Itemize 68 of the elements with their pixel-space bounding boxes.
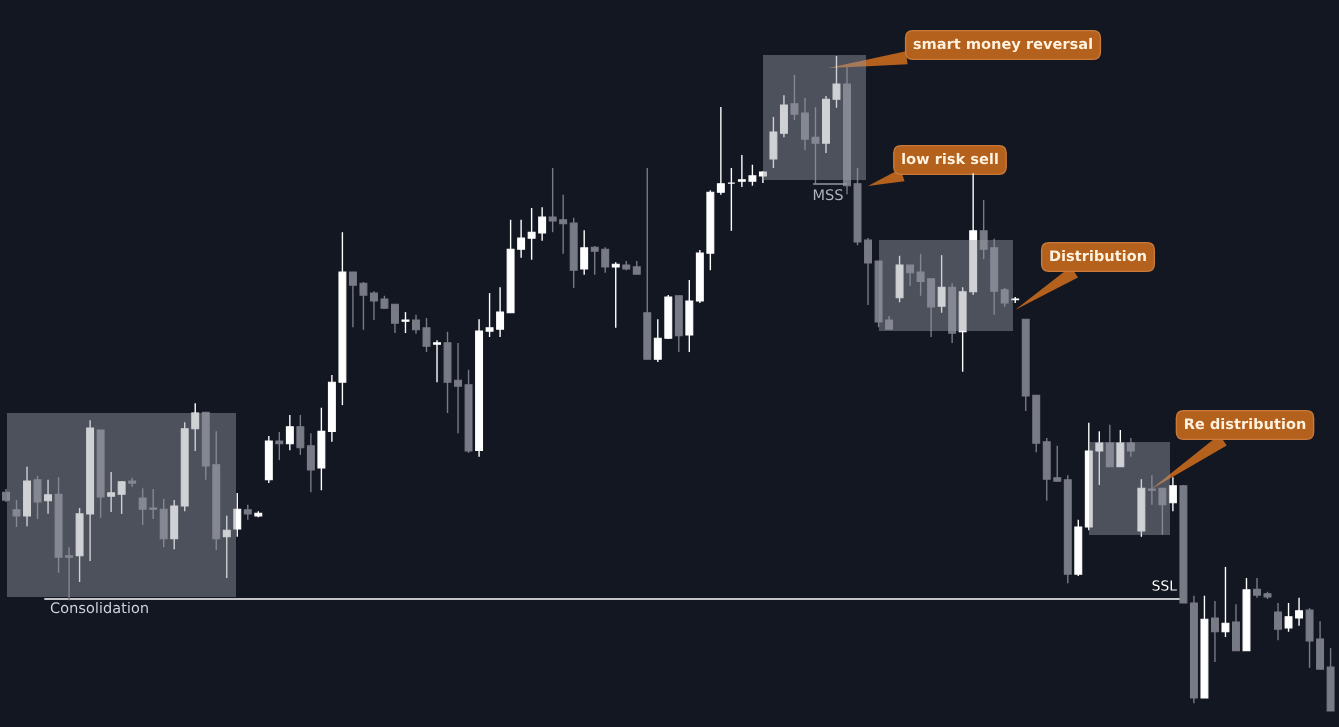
candlestick [601, 246, 610, 274]
candlestick [296, 414, 305, 456]
candlestick [748, 164, 757, 187]
annotation: Consolidation [50, 601, 148, 614]
candlestick [590, 245, 599, 276]
candlestick [149, 488, 158, 520]
annotation: Distribution [1050, 249, 1146, 262]
candlestick [790, 74, 799, 121]
candlestick [44, 479, 53, 515]
candlestick [359, 281, 368, 331]
candlestick [864, 237, 873, 306]
candlestick [1053, 445, 1062, 483]
candlestick [1126, 437, 1135, 458]
candlestick [1221, 566, 1230, 638]
candlestick [65, 546, 74, 602]
candlestick [653, 318, 662, 363]
candlestick [916, 253, 925, 297]
candlestick [716, 106, 725, 196]
candlestick [1295, 597, 1304, 627]
candlestick [1000, 287, 1009, 308]
candlestick [485, 292, 494, 338]
candlestick [727, 167, 736, 232]
candlestick [107, 471, 116, 513]
text: smart money reversal [913, 37, 1092, 53]
candlestick [348, 271, 357, 328]
candlestick [1274, 602, 1282, 641]
candlestick [191, 402, 200, 452]
candlestick [233, 492, 242, 538]
candlestick [33, 475, 42, 520]
candlestick [1210, 600, 1219, 663]
candlestick [1116, 429, 1125, 468]
candlestick [737, 154, 746, 188]
candlestick [538, 206, 547, 242]
candlestick [1095, 430, 1104, 486]
candlestick [832, 55, 841, 109]
candlestick [937, 254, 946, 314]
candlestick [390, 303, 399, 334]
candlestick [1105, 424, 1114, 468]
candlestick [979, 199, 988, 260]
candlestick [527, 207, 536, 261]
candlestick [517, 219, 526, 259]
candlestick [559, 194, 568, 255]
candlestick [811, 106, 820, 185]
candlestick [117, 480, 126, 515]
annotation: low risk sell [902, 152, 998, 165]
candlestick [422, 317, 431, 353]
candlestick [611, 261, 620, 329]
candlestick [580, 229, 589, 276]
candlestick [1284, 602, 1293, 633]
ref-line-label: SSL [1152, 580, 1177, 591]
candlestick [433, 339, 441, 383]
candlestick [548, 167, 557, 233]
candlestick [1168, 476, 1177, 512]
candlestick [12, 499, 21, 528]
candlestick [496, 286, 505, 338]
candlestick [906, 264, 915, 287]
candlestick [1158, 487, 1167, 536]
candlestick [285, 414, 294, 452]
candlestick [412, 314, 420, 335]
candlestick [222, 515, 231, 579]
annotation: Re distribution [1185, 417, 1306, 430]
candlestick [454, 342, 463, 434]
annotation: MSS [813, 189, 843, 201]
candlestick [138, 487, 147, 526]
candlestick [401, 311, 410, 334]
candlestick [1253, 577, 1261, 599]
candlestick [1147, 474, 1156, 506]
candlestick [369, 290, 378, 321]
